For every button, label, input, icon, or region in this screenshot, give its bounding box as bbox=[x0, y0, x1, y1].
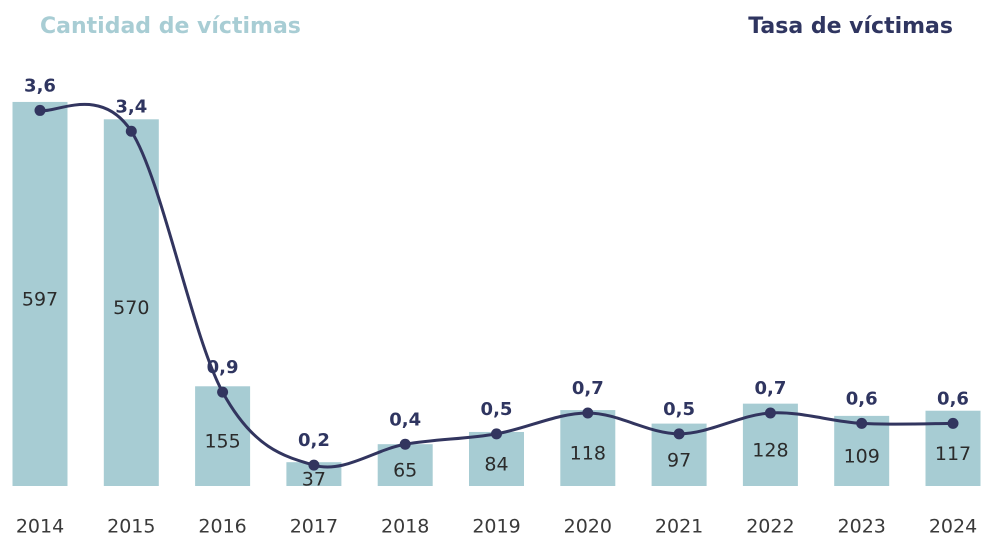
rate-point bbox=[764, 407, 776, 419]
rate-point bbox=[491, 428, 502, 440]
rate-point bbox=[947, 417, 959, 429]
x-tick-label: 2016 bbox=[198, 516, 246, 538]
bar-label: 118 bbox=[570, 443, 606, 465]
x-tick-label: 2022 bbox=[746, 516, 794, 538]
rate-label: 0,9 bbox=[207, 357, 239, 378]
bar bbox=[377, 444, 433, 486]
x-tick-label: 2015 bbox=[107, 516, 155, 538]
bar-label: 97 bbox=[667, 449, 691, 471]
rate-point bbox=[673, 428, 685, 440]
bar bbox=[560, 410, 616, 486]
x-tick-label: 2021 bbox=[655, 516, 703, 538]
bar-label: 65 bbox=[393, 460, 417, 482]
rate-label: 0,6 bbox=[846, 388, 878, 409]
rate-label: 0,2 bbox=[298, 430, 330, 451]
bar-label: 155 bbox=[204, 431, 240, 453]
left-title: Cantidad de víctimas bbox=[40, 14, 301, 39]
x-tick-label: 2019 bbox=[472, 516, 520, 538]
bar bbox=[469, 431, 524, 486]
bar-label: 37 bbox=[302, 469, 326, 491]
bar-label: 128 bbox=[752, 439, 788, 461]
x-tick-label: 2018 bbox=[381, 516, 429, 538]
rate-point bbox=[856, 417, 868, 429]
x-tick-label: 2024 bbox=[929, 516, 977, 538]
bar bbox=[12, 101, 68, 487]
rate-point bbox=[399, 438, 411, 450]
rate-point bbox=[308, 459, 320, 471]
x-tick-label: 2017 bbox=[290, 516, 338, 538]
rate-label: 0,5 bbox=[481, 399, 513, 420]
rate-label: 0,6 bbox=[937, 388, 969, 409]
x-tick-label: 2014 bbox=[16, 516, 64, 538]
rate-point bbox=[582, 407, 594, 419]
x-tick-label: 2023 bbox=[838, 516, 886, 538]
bar-label: 597 bbox=[22, 288, 58, 310]
rate-label: 0,4 bbox=[389, 409, 421, 430]
rate-label: 3,4 bbox=[115, 96, 147, 117]
rate-label: 0,7 bbox=[572, 378, 604, 399]
rate-point bbox=[217, 386, 229, 398]
bar-label: 84 bbox=[484, 453, 508, 475]
bar bbox=[103, 119, 159, 487]
right-title: Tasa de víctimas bbox=[748, 14, 953, 39]
bar bbox=[195, 386, 251, 486]
bar-label: 109 bbox=[844, 445, 880, 467]
bar-label: 117 bbox=[935, 443, 971, 465]
x-tick-label: 2020 bbox=[564, 516, 612, 538]
bar-label: 570 bbox=[113, 297, 149, 319]
rate-label: 0,7 bbox=[754, 378, 786, 399]
rate-label: 0,5 bbox=[663, 399, 695, 420]
rate-line bbox=[39, 103, 954, 469]
rate-label: 3,6 bbox=[24, 75, 56, 96]
rate-point bbox=[34, 104, 46, 116]
rate-point bbox=[125, 125, 137, 137]
